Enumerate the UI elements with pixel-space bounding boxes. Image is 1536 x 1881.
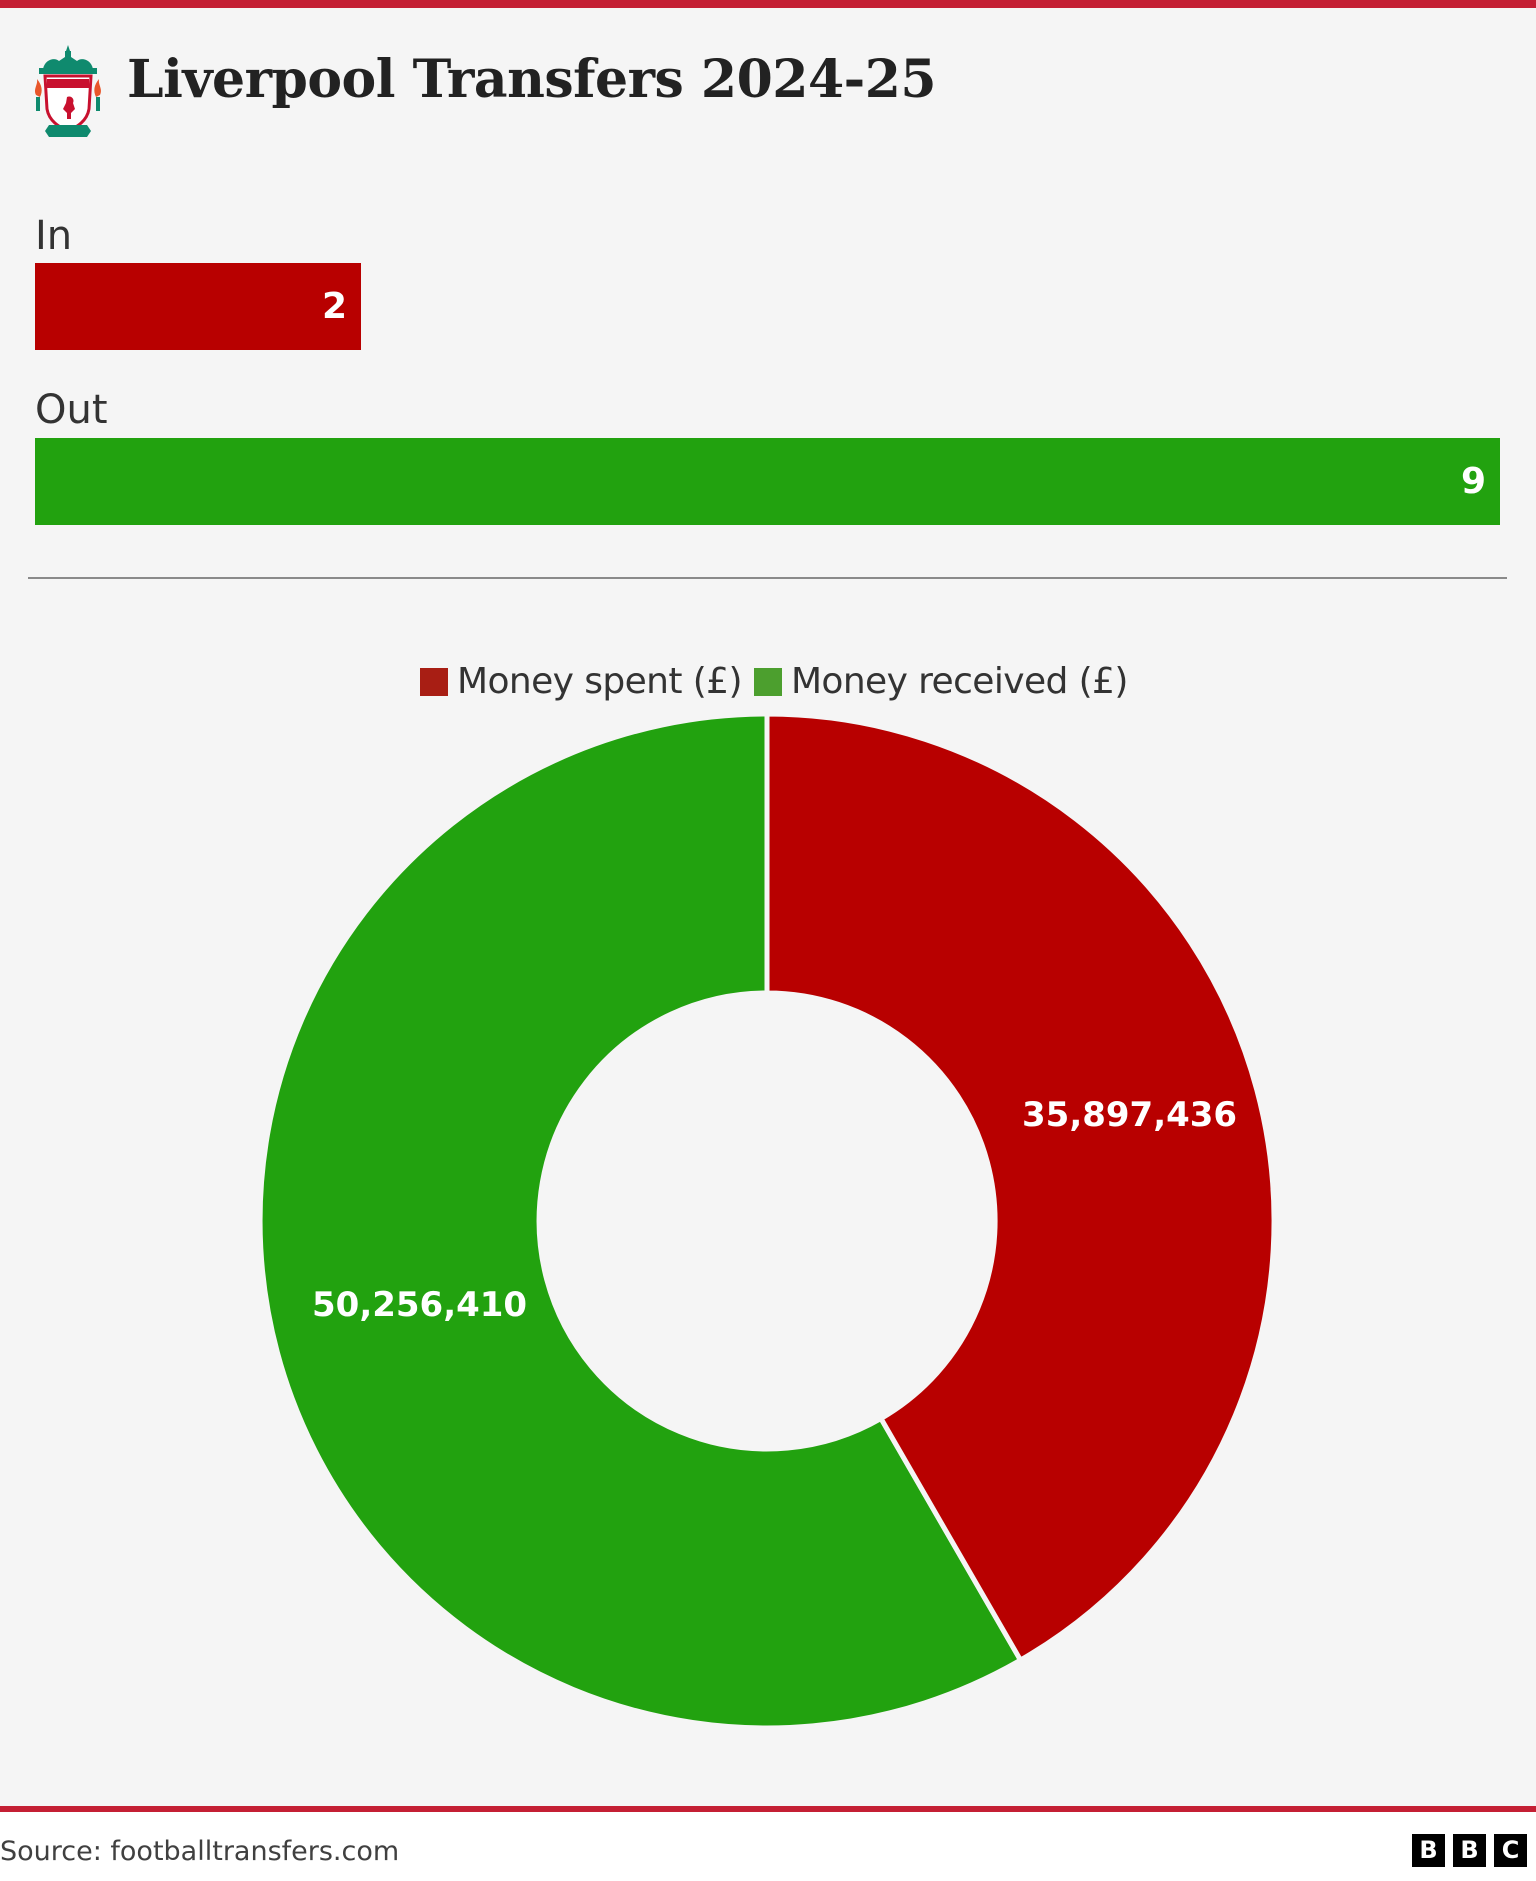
legend-item-spent: Money spent (£) (420, 660, 743, 704)
in-value: 2 (321, 285, 347, 327)
donut-slice-spent (764, 711, 1277, 1663)
in-bar: 2 (35, 263, 361, 350)
donut-chart (257, 711, 1277, 1731)
liverpool-fc-crest-icon (35, 45, 101, 137)
section-divider (28, 577, 1507, 579)
out-bar: 9 (35, 438, 1500, 525)
out-value: 9 (1460, 460, 1486, 502)
legend-item-received: Money received (£) (753, 660, 1128, 704)
bbc-logo: B B C (1412, 1834, 1527, 1867)
bbc-logo-block: B (1453, 1834, 1486, 1867)
bbc-logo-block: C (1494, 1834, 1527, 1867)
source-note: Source: footballtransfers.com (0, 1836, 400, 1867)
footer-accent-line (0, 1806, 1536, 1812)
in-label: In (35, 213, 73, 259)
chart-title: Liverpool Transfers 2024-25 (127, 49, 937, 110)
legend-label-received: Money received (£) (790, 661, 1128, 702)
legend-label-spent: Money spent (£) (457, 661, 743, 702)
spent-value-label: 35,897,436 (1022, 1095, 1238, 1135)
bbc-logo-block: B (1412, 1834, 1445, 1867)
out-label: Out (35, 387, 108, 433)
received-swatch-icon (753, 668, 782, 696)
top-accent-bar (0, 0, 1536, 8)
spent-swatch-icon (420, 668, 448, 696)
received-value-label: 50,256,410 (312, 1285, 528, 1325)
donut-slice-received (257, 711, 1023, 1731)
donut-legend: Money spent (£) Money received (£) (420, 660, 1140, 704)
